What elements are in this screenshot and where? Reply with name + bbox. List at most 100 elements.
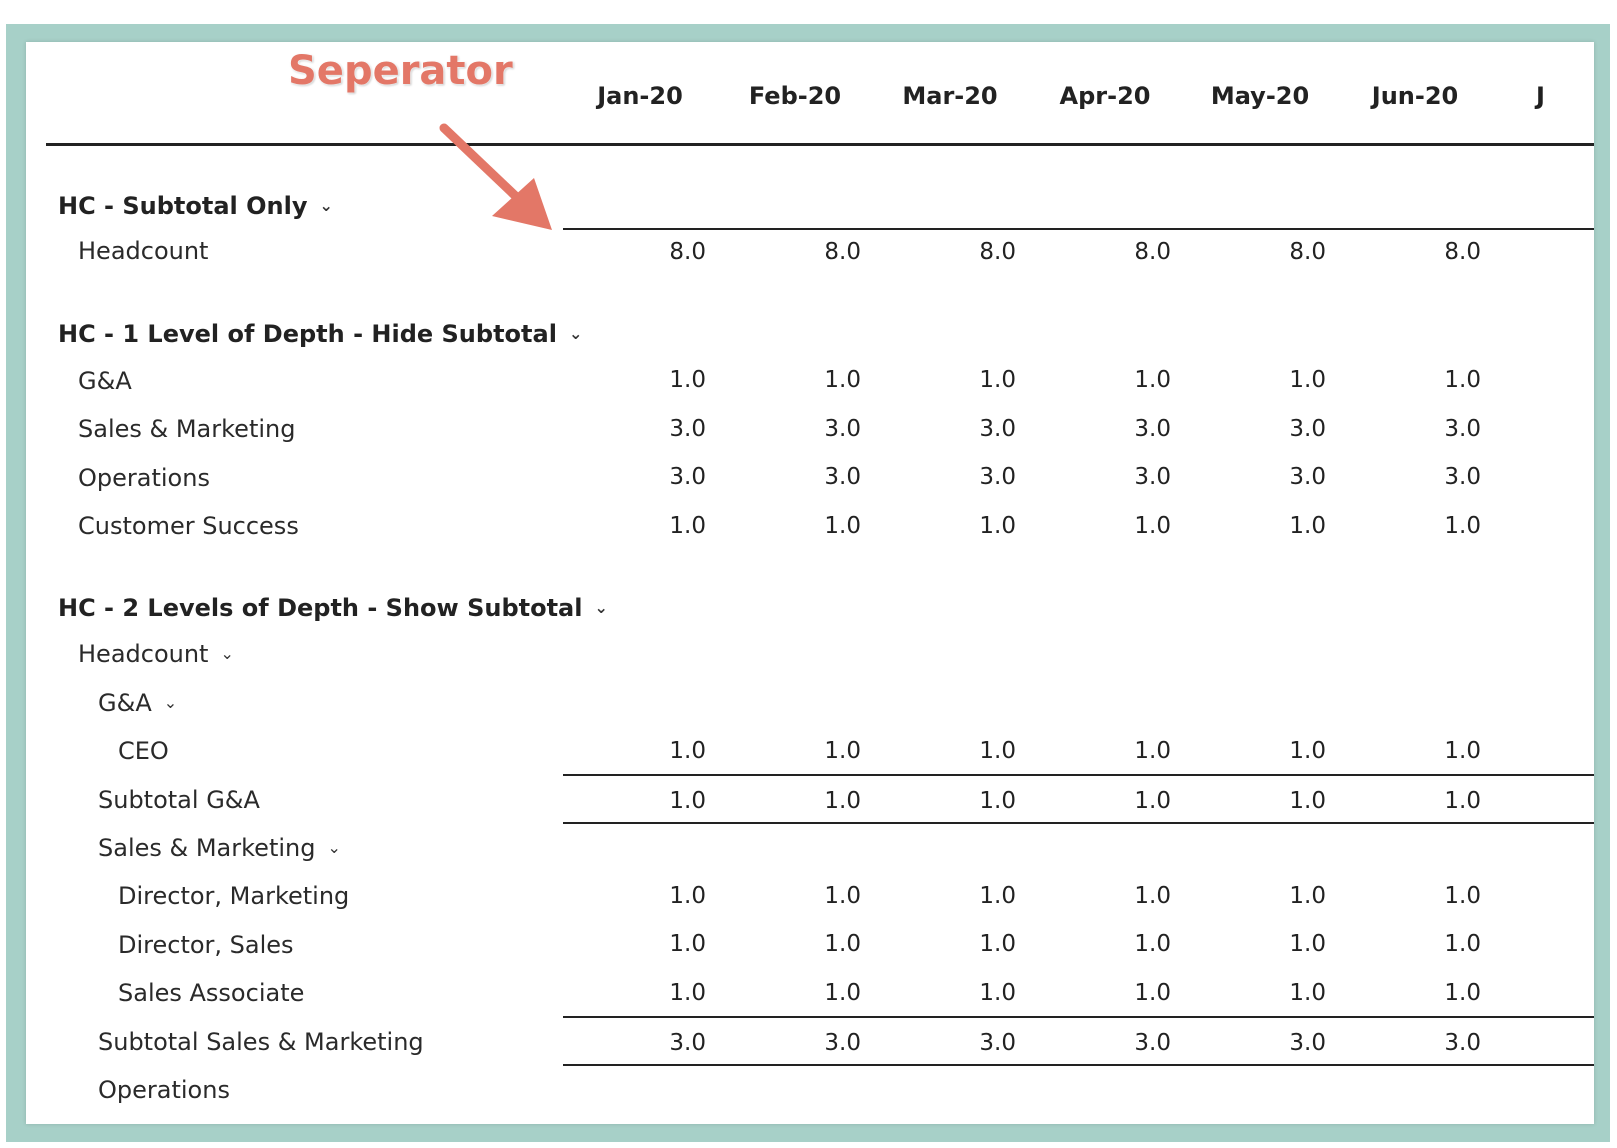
cell-value: 1.0: [979, 883, 1016, 909]
cell-value: 8.0: [824, 239, 861, 265]
cell-value: 1.0: [1444, 788, 1481, 814]
cell-value: 1.0: [1134, 513, 1171, 539]
cell-value: 1.0: [1444, 513, 1481, 539]
subtotal-rule: [563, 774, 1594, 776]
column-header-jan[interactable]: Jan-20: [597, 82, 683, 110]
cell-value: 1.0: [979, 931, 1016, 957]
cell-value: 1.0: [669, 980, 706, 1006]
column-header-partial: J: [1536, 82, 1545, 110]
group-sales-marketing[interactable]: Sales & Marketing ⌄: [98, 834, 341, 862]
cell-value: 1.0: [979, 980, 1016, 1006]
section-title-label: HC - 2 Levels of Depth - Show Subtotal: [58, 594, 583, 622]
cell-value: 3.0: [824, 464, 861, 490]
cell-value: 1.0: [824, 513, 861, 539]
chevron-down-icon[interactable]: ⌄: [594, 597, 608, 617]
annotation-label: Seperator: [288, 48, 513, 94]
cell-value: 1.0: [824, 738, 861, 764]
cell-value: 1.0: [1134, 367, 1171, 393]
cell-value: 3.0: [979, 464, 1016, 490]
row-label: Sales Associate: [118, 979, 305, 1007]
column-header-may[interactable]: May-20: [1210, 82, 1310, 110]
row-label: Director, Sales: [118, 931, 294, 959]
cell-value: 1.0: [1444, 931, 1481, 957]
cell-value: 8.0: [979, 239, 1016, 265]
cell-value: 8.0: [1289, 239, 1326, 265]
group-ga[interactable]: G&A ⌄: [98, 689, 177, 717]
cell-value: 1.0: [1134, 931, 1171, 957]
cell-value: 1.0: [1444, 883, 1481, 909]
group-operations-partial[interactable]: Operations: [98, 1076, 230, 1104]
cell-value: 3.0: [824, 416, 861, 442]
chevron-down-icon[interactable]: ⌄: [319, 195, 333, 215]
cell-value: 1.0: [824, 980, 861, 1006]
cell-value: 1.0: [824, 931, 861, 957]
cell-value: 3.0: [979, 416, 1016, 442]
cell-value: 3.0: [1444, 416, 1481, 442]
cell-value: 3.0: [824, 1030, 861, 1056]
separator-line: [563, 228, 1594, 230]
cell-value: 1.0: [1289, 883, 1326, 909]
cell-value: 1.0: [979, 788, 1016, 814]
cell-value: 1.0: [1289, 513, 1326, 539]
group-label: Headcount: [78, 640, 209, 668]
cell-value: 1.0: [1134, 980, 1171, 1006]
subtotal-rule: [563, 822, 1594, 824]
chevron-down-icon[interactable]: ⌄: [327, 837, 341, 857]
cell-value: 3.0: [669, 464, 706, 490]
cell-value: 1.0: [669, 883, 706, 909]
row-label: Customer Success: [78, 512, 299, 540]
cell-value: 1.0: [1289, 367, 1326, 393]
column-header-apr[interactable]: Apr-20: [1059, 82, 1151, 110]
cell-value: 1.0: [1444, 738, 1481, 764]
cell-value: 1.0: [1289, 980, 1326, 1006]
group-label: Sales & Marketing: [98, 834, 316, 862]
subtotal-rule: [563, 1064, 1594, 1066]
header-rule: [46, 143, 1594, 146]
chevron-down-icon[interactable]: ⌄: [220, 643, 234, 663]
cell-value: 1.0: [669, 931, 706, 957]
cell-value: 1.0: [669, 738, 706, 764]
cell-value: 1.0: [1444, 980, 1481, 1006]
section-title-1-level[interactable]: HC - 1 Level of Depth - Hide Subtotal ⌄: [58, 320, 582, 348]
cell-value: 1.0: [1289, 738, 1326, 764]
row-label: Subtotal Sales & Marketing: [98, 1028, 424, 1056]
group-label: G&A: [98, 689, 152, 717]
cell-value: 1.0: [1134, 788, 1171, 814]
cell-value: 1.0: [669, 513, 706, 539]
row-label: Subtotal G&A: [98, 786, 260, 814]
cell-value: 8.0: [1134, 239, 1171, 265]
section-title-2-levels[interactable]: HC - 2 Levels of Depth - Show Subtotal ⌄: [58, 594, 608, 622]
cell-value: 1.0: [979, 738, 1016, 764]
cell-value: 3.0: [1134, 416, 1171, 442]
cell-value: 3.0: [1134, 464, 1171, 490]
cell-value: 1.0: [824, 367, 861, 393]
section-title-subtotal-only[interactable]: HC - Subtotal Only ⌄: [58, 192, 333, 220]
cell-value: 3.0: [979, 1030, 1016, 1056]
chevron-down-icon[interactable]: ⌄: [163, 692, 178, 712]
group-headcount[interactable]: Headcount ⌄: [78, 640, 234, 668]
cell-value: 1.0: [1134, 738, 1171, 764]
row-label: Operations: [78, 464, 210, 492]
cell-value: 8.0: [1444, 239, 1481, 265]
cell-value: 3.0: [1134, 1030, 1171, 1056]
cell-value: 1.0: [1289, 788, 1326, 814]
column-header-mar[interactable]: Mar-20: [902, 82, 998, 110]
cell-value: 3.0: [1289, 416, 1326, 442]
row-label: G&A: [78, 367, 132, 395]
cell-value: 3.0: [669, 416, 706, 442]
column-header-jun[interactable]: Jun-20: [1371, 82, 1459, 110]
chevron-down-icon[interactable]: ⌄: [568, 323, 583, 343]
section-title-label: HC - 1 Level of Depth - Hide Subtotal: [58, 320, 557, 348]
cell-value: 8.0: [669, 239, 706, 265]
cell-value: 1.0: [979, 513, 1016, 539]
column-header-feb[interactable]: Feb-20: [748, 82, 842, 110]
cell-value: 1.0: [824, 788, 861, 814]
annotation-arrow-icon: [439, 123, 552, 230]
cell-value: 1.0: [669, 788, 706, 814]
cell-value: 1.0: [1289, 931, 1326, 957]
cell-value: 3.0: [1444, 1030, 1481, 1056]
cell-value: 1.0: [1444, 367, 1481, 393]
cell-value: 1.0: [824, 883, 861, 909]
cell-value: 1.0: [979, 367, 1016, 393]
cell-value: 1.0: [1134, 883, 1171, 909]
